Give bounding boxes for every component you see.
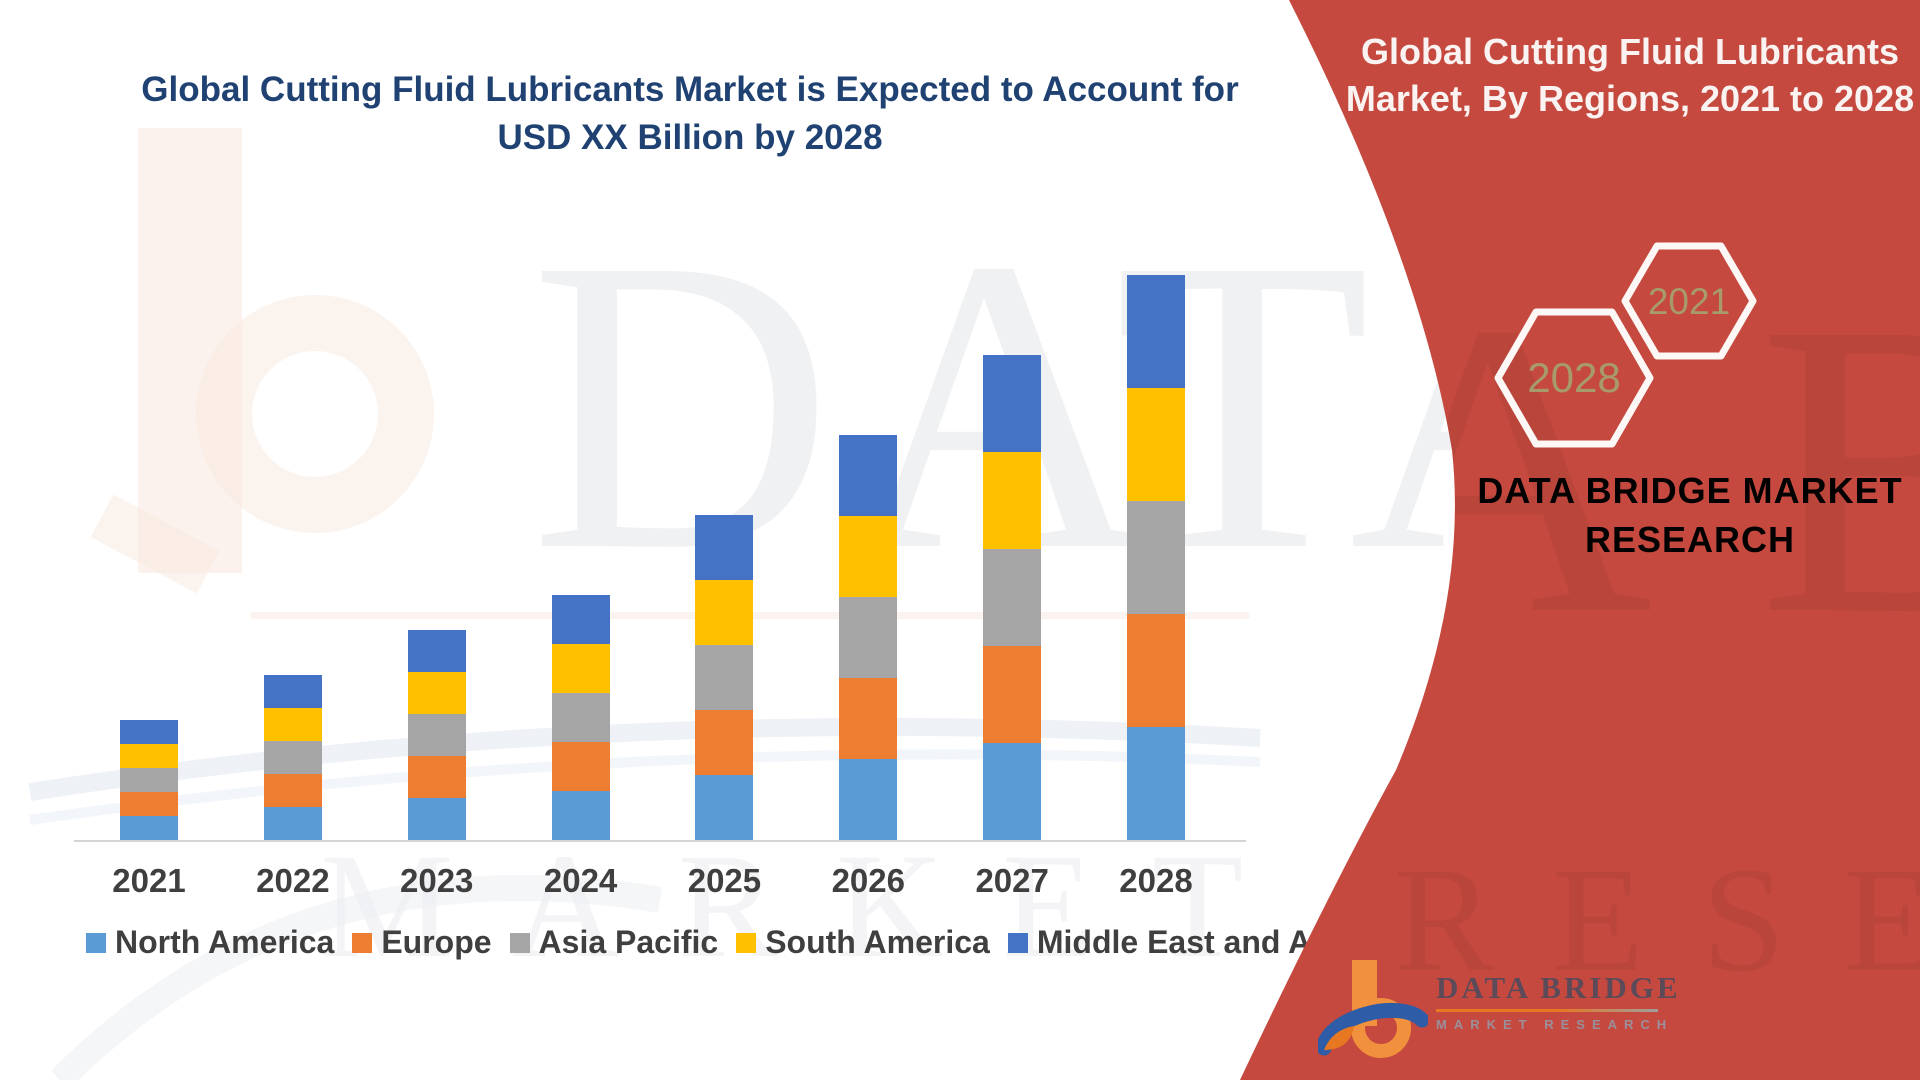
chart-title-line1: Global Cutting Fluid Lubricants Market i…: [141, 70, 1239, 109]
bar-segment-2023-south-america: [407, 672, 466, 714]
bar-segment-2027-south-america: [983, 452, 1042, 549]
bar-segment-2021-middle-east-and-africa: [120, 720, 178, 744]
logo-subtitle: MARKET RESEARCH: [1436, 1017, 1674, 1032]
bar-segment-2026-south-america: [839, 516, 898, 597]
legend-swatch-icon: [1007, 932, 1028, 953]
legend-item-south-america: South America: [736, 924, 990, 961]
bar-segment-2024-middle-east-and-africa: [551, 595, 610, 644]
legend-label: South America: [765, 924, 990, 960]
logo-text-block: DATA BRIDGE MARKET RESEARCH: [1436, 970, 1681, 1072]
logo-leaf-icon: [1324, 1026, 1354, 1050]
hexagon-2021: 2021: [1621, 242, 1757, 360]
chart-title-line2: USD XX Billion by 2028: [497, 118, 883, 157]
bar-segment-2023-middle-east-and-africa: [407, 630, 466, 672]
bar-segment-2025-south-america: [695, 580, 754, 645]
banner-red-region: [1240, 0, 1920, 1080]
bar-segment-2026-europe: [839, 678, 898, 759]
bar-segment-2028-asia-pacific: [1127, 501, 1186, 614]
brand-text-line1: DATA BRIDGE MARKET: [1477, 470, 1903, 511]
bar-segment-2027-europe: [983, 646, 1042, 743]
data-bridge-logo: DATA BRIDGE MARKET RESEARCH: [1316, 952, 1681, 1072]
banner-title: Global Cutting Fluid Lubricants Market, …: [1340, 28, 1920, 122]
bar-segment-2026-asia-pacific: [839, 597, 898, 678]
x-axis-label-2028: 2028: [1119, 862, 1193, 899]
bar-segment-2024-asia-pacific: [551, 693, 610, 742]
bar-segment-2027-asia-pacific: [983, 549, 1042, 646]
bar-segment-2023-asia-pacific: [407, 714, 466, 756]
x-axis-label-2025: 2025: [687, 862, 762, 899]
x-axis-label-2027: 2027: [975, 862, 1049, 899]
logo-name: DATA BRIDGE: [1436, 970, 1681, 1005]
banner-title-line1: Global Cutting Fluid Lubricants: [1361, 31, 1899, 72]
data-bridge-logo-icon: [1316, 952, 1430, 1072]
bar-segment-2026-middle-east-and-africa: [839, 435, 898, 516]
logo-swoosh-icon: [1316, 1002, 1430, 1056]
bar-segment-2024-south-america: [551, 644, 610, 693]
hexagon-2021-label: 2021: [1648, 281, 1730, 322]
logo-underline: [1436, 1009, 1658, 1012]
bar-segment-2027-middle-east-and-africa: [983, 355, 1042, 452]
x-axis-line: [74, 840, 1246, 842]
bar-segment-2028-europe: [1127, 614, 1186, 727]
bar-segment-2028-middle-east-and-africa: [1127, 275, 1186, 388]
legend-swatch-icon: [736, 932, 757, 953]
banner-title-line2: Market, By Regions, 2021 to 2028: [1345, 78, 1915, 119]
brand-text-line2: RESEARCH: [1584, 519, 1796, 560]
x-axis-label-2026: 2026: [831, 862, 905, 899]
bar-segment-2025-asia-pacific: [695, 645, 754, 710]
hexagon-2028-label: 2028: [1527, 354, 1620, 401]
hexagon-2028: 2028: [1494, 308, 1654, 448]
bar-segment-2022-middle-east-and-africa: [263, 675, 322, 708]
bar-segment-2028-south-america: [1127, 388, 1186, 501]
chart-title: Global Cutting Fluid Lubricants Market i…: [140, 66, 1240, 162]
bar-segment-2022-south-america: [263, 708, 322, 741]
bar-segment-2025-middle-east-and-africa: [695, 515, 754, 580]
brand-text: DATA BRIDGE MARKET RESEARCH: [1440, 466, 1920, 564]
